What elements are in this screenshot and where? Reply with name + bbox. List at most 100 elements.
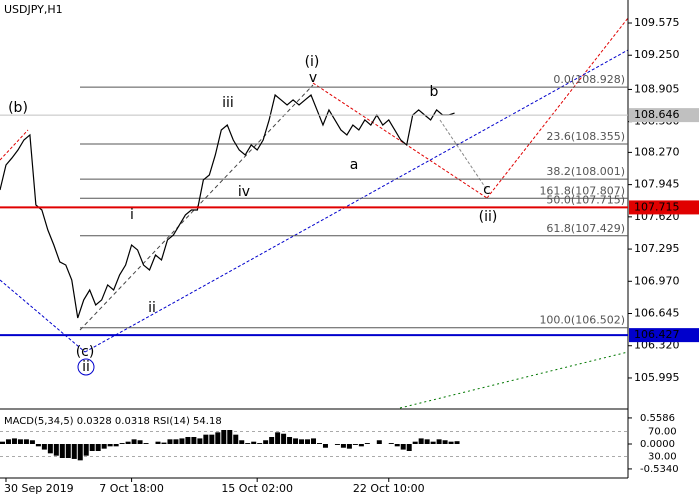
macd-bar <box>137 440 143 444</box>
macd-bar <box>89 444 95 452</box>
macd-bar <box>251 441 257 444</box>
macd-bar <box>388 443 394 444</box>
macd-bar <box>442 440 448 444</box>
trend-line <box>399 351 629 409</box>
macd-bar <box>197 438 203 444</box>
macd-bar <box>233 434 239 444</box>
macd-bar <box>29 440 35 444</box>
macd-bar <box>101 444 107 449</box>
macd-bar <box>239 440 245 444</box>
y2-tick-label: 30.00 <box>648 452 677 463</box>
y-tick-label: 107.295 <box>634 242 680 255</box>
macd-bar <box>167 439 173 444</box>
macd-bar <box>83 444 89 456</box>
wave-line <box>439 119 488 191</box>
macd-bar <box>281 433 287 444</box>
macd-bar <box>245 443 251 444</box>
macd-bar <box>5 439 11 444</box>
price-tag-label: 106.427 <box>634 328 680 341</box>
macd-bar <box>203 434 209 444</box>
indicator-title: MACD(5,34,5) 0.0328 0.0318 RSI(14) 54.18 <box>4 416 222 427</box>
macd-bar <box>161 442 167 444</box>
macd-bar <box>293 438 299 444</box>
trend-line <box>0 279 86 353</box>
y-tick-label: 109.250 <box>634 48 680 61</box>
price-tag-label: 108.646 <box>634 108 680 121</box>
macd-bar <box>143 443 149 444</box>
macd-bar <box>263 440 269 444</box>
x-tick-label: 15 Oct 02:00 <box>221 482 293 495</box>
macd-bar <box>424 439 430 444</box>
y-tick-label: 108.905 <box>634 82 680 95</box>
y-tick-label: 0.0000 <box>640 439 675 450</box>
macd-bar <box>305 439 311 444</box>
y2-tick-label: 70.00 <box>648 427 677 438</box>
macd-bar <box>221 429 227 444</box>
macd-bar <box>155 441 161 444</box>
x-tick-label: 30 Sep 2019 <box>4 482 74 495</box>
wave-label: a <box>350 157 359 173</box>
wave-label: ii <box>82 359 90 375</box>
macd-bar <box>131 439 137 444</box>
macd-bar <box>358 444 364 447</box>
macd-bar <box>340 444 346 448</box>
macd-bar <box>352 444 358 445</box>
macd-bar <box>400 444 406 450</box>
macd-bar <box>287 436 293 444</box>
y-tick-label: 106.970 <box>634 274 680 287</box>
macd-bar <box>179 438 185 444</box>
price-tag <box>629 200 699 215</box>
macd-bar <box>334 444 340 445</box>
wave-line <box>486 17 629 199</box>
macd-bar <box>0 441 5 444</box>
wave-line <box>0 129 29 161</box>
wave-label: (c) <box>76 344 95 360</box>
macd-bar <box>346 444 352 449</box>
wave-label: (ii) <box>479 209 498 225</box>
macd-bar <box>47 444 53 454</box>
price-tag <box>629 108 699 123</box>
wave-label: (b) <box>8 100 28 116</box>
macd-bar <box>191 436 197 444</box>
macd-bar <box>418 438 424 444</box>
fib-label: 50.0(107.715) <box>546 193 625 206</box>
macd-bar <box>119 443 125 444</box>
macd-bar <box>257 443 263 444</box>
macd-bar <box>95 444 101 452</box>
macd-bar <box>412 441 418 444</box>
wave-label: iv <box>238 184 250 200</box>
macd-bar <box>65 444 71 459</box>
macd-bar <box>41 444 47 450</box>
wave-label: c <box>483 182 491 198</box>
fib-label: 61.8(107.429) <box>546 222 625 235</box>
y-tick-label: 105.995 <box>634 371 680 384</box>
wave-label: b <box>430 84 439 100</box>
x-tick-label: 22 Oct 10:00 <box>353 482 425 495</box>
x-tick-label: 7 Oct 18:00 <box>99 482 164 495</box>
macd-bar <box>71 444 77 459</box>
macd-bar <box>59 444 65 459</box>
macd-bar <box>448 441 454 444</box>
macd-bar <box>209 434 215 444</box>
wave-label: (i) <box>305 54 320 70</box>
wave-circle <box>77 358 95 376</box>
macd-bar <box>107 444 113 447</box>
macd-bar <box>299 439 305 444</box>
wave-label: v <box>309 70 317 86</box>
trend-line <box>84 49 629 353</box>
macd-bar <box>23 439 29 444</box>
wave-label: i <box>130 207 134 223</box>
macd-bar <box>376 440 382 444</box>
y-tick-label: -0.5340 <box>640 464 679 475</box>
wave-label: iii <box>222 95 234 111</box>
macd-bar <box>316 443 322 444</box>
macd-bar <box>275 432 281 444</box>
macd-bar <box>436 439 442 444</box>
macd-bar <box>35 444 41 447</box>
macd-bar <box>394 444 400 447</box>
macd-bar <box>430 441 436 444</box>
fib-label: 23.6(108.355) <box>546 130 625 143</box>
y-tick-label: 0.5586 <box>640 413 675 424</box>
